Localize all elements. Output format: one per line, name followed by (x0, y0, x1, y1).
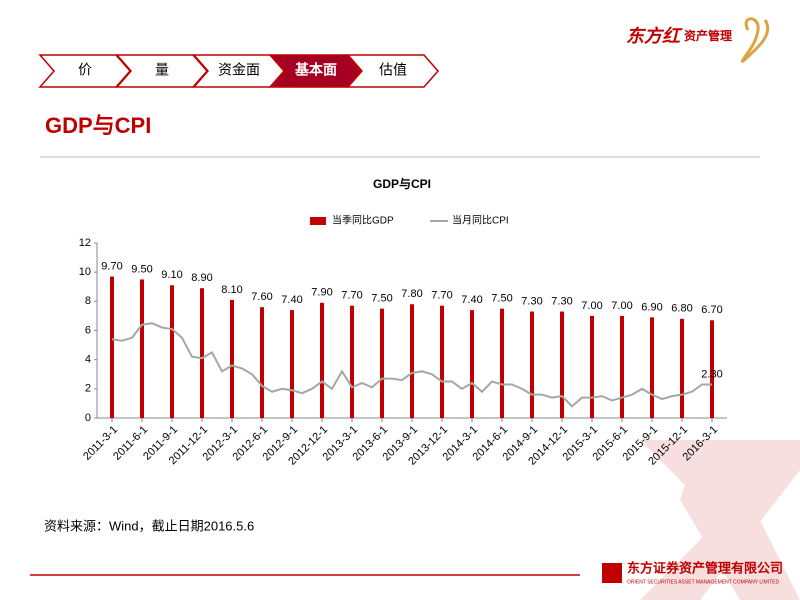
y-tick-label: 10 (79, 266, 91, 278)
y-tick-label: 8 (85, 295, 91, 307)
legend-label: 当季同比GDP (332, 214, 394, 227)
data-label: 6.80 (671, 303, 692, 315)
data-label: 7.40 (281, 294, 302, 306)
bar (680, 318, 684, 418)
footer-logo-icon (602, 563, 622, 583)
data-label: 8.90 (191, 272, 212, 284)
nav-tab[interactable] (269, 54, 362, 88)
data-label: 7.30 (521, 295, 542, 307)
line (111, 322, 712, 408)
bar (590, 315, 594, 418)
nav-tab[interactable] (346, 54, 439, 88)
data-label: 9.70 (101, 260, 122, 272)
data-label: 7.00 (611, 300, 632, 312)
nav-tab-label[interactable]: 估值 (379, 62, 407, 78)
data-label: 7.50 (371, 293, 392, 305)
data-label: 9.10 (161, 269, 182, 281)
watermark (640, 440, 800, 600)
bar (320, 302, 324, 418)
source: 资料来源：Wind，截止日期2016.5.6 (44, 518, 254, 533)
section-title: GDP与CPI (45, 113, 151, 138)
bar (110, 276, 114, 418)
logo-heart (740, 17, 769, 64)
logo-sub: 资产管理 (684, 28, 732, 43)
legend-swatch (310, 217, 326, 225)
bar (140, 279, 144, 418)
bar (650, 317, 654, 418)
footer-company-en: ORIENT SECURITIES ASSET MANAGEMENT COMPA… (627, 579, 779, 585)
chart-title: GDP与CPI (373, 177, 431, 191)
data-label: 7.50 (491, 293, 512, 305)
footer-company: 东方证券资产管理有限公司 (627, 560, 783, 575)
data-label: 9.50 (131, 263, 152, 275)
nav-tab-label[interactable]: 基本面 (295, 62, 337, 78)
bar (170, 285, 174, 418)
bar (230, 299, 234, 418)
bar (200, 288, 204, 418)
bar (500, 308, 504, 418)
bar (260, 307, 264, 418)
nav-tab[interactable] (38, 54, 131, 88)
data-label: 7.00 (581, 300, 602, 312)
bar (470, 310, 474, 418)
y-tick-label: 0 (85, 412, 91, 424)
data-label: 7.70 (431, 290, 452, 302)
data-label: 7.40 (461, 294, 482, 306)
data-label: 7.80 (401, 288, 422, 300)
y-tick-label: 4 (85, 354, 91, 366)
y-tick-label: 6 (85, 324, 91, 336)
y-tick-label: 2 (85, 383, 91, 395)
bar (620, 315, 624, 418)
data-label: 7.70 (341, 290, 362, 302)
data-label: 7.90 (311, 287, 332, 299)
bar (350, 305, 354, 418)
nav-tab[interactable] (115, 54, 208, 88)
nav-tab-label[interactable]: 量 (155, 62, 169, 78)
bar (560, 311, 564, 418)
data-label: 6.70 (701, 304, 722, 316)
data-label: 7.30 (551, 295, 572, 307)
bar (530, 311, 534, 418)
data-label: 8.10 (221, 284, 242, 296)
logo-brand: 东方红 (626, 26, 683, 46)
data-label: 7.60 (251, 291, 272, 303)
bar (410, 304, 414, 418)
bar (710, 320, 714, 418)
y-tick-label: 12 (79, 237, 91, 249)
data-label: 6.90 (641, 301, 662, 313)
bar (290, 310, 294, 418)
nav-tab-label[interactable]: 资金面 (218, 62, 260, 78)
legend-label: 当月同比CPI (452, 214, 509, 227)
nav-tab-label[interactable]: 价 (78, 62, 92, 78)
data-label: 2.30 (701, 368, 722, 380)
bar (440, 305, 444, 418)
nav-tab[interactable] (192, 54, 285, 88)
bar (380, 308, 384, 418)
